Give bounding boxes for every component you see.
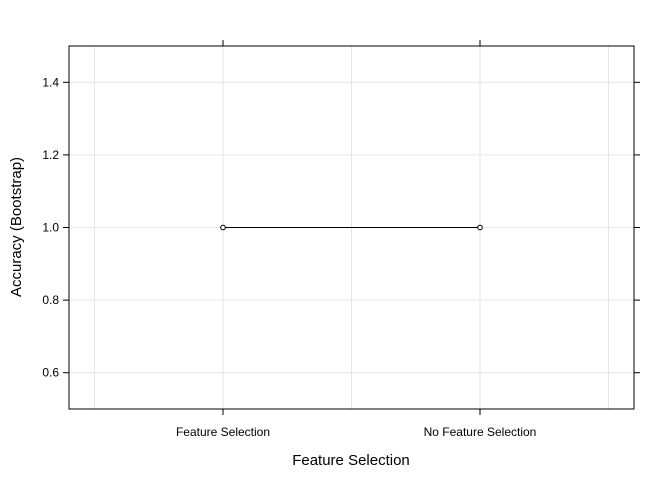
data-point [477,224,483,231]
data-point [220,224,226,231]
y-tick-label: 0.8 [42,293,59,307]
data-series [220,224,483,231]
axis-ticks: 0.6 0.8 1.0 1.2 1.4 Feature Selection No Featu… [42,40,640,439]
x-tick-label: Feature Selection [176,425,270,439]
x-axis-title: Feature Selection [292,452,410,469]
x-tick-label: No Feature Selection [424,425,537,439]
y-tick-label: 1.4 [42,75,59,89]
grid-lines [69,46,634,409]
plot-frame [68,45,635,410]
y-tick-label: 1.2 [42,148,59,162]
y-axis-title: Accuracy (Bootstrap) [8,157,25,297]
y-tick-label: 1.0 [42,221,59,235]
y-tick-label: 0.6 [42,366,59,380]
